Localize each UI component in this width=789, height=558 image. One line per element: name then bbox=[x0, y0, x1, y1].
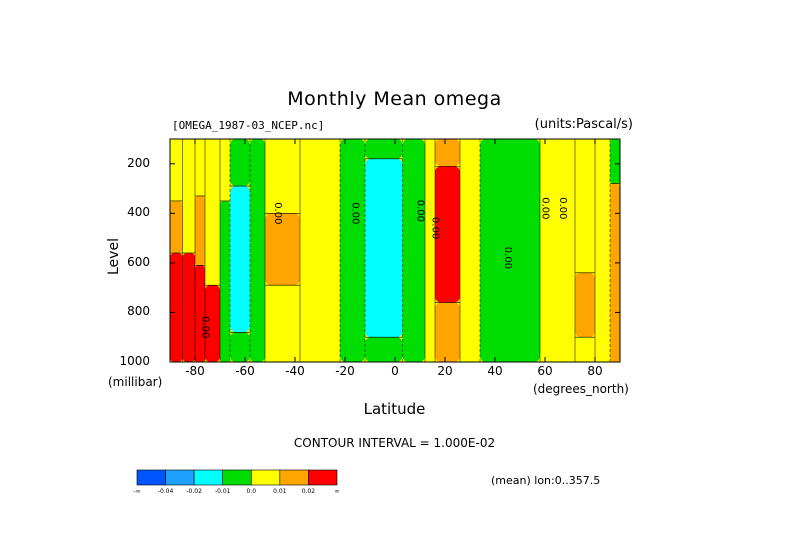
field-cell-10-1 bbox=[365, 158, 403, 338]
field-cell-18-0 bbox=[595, 139, 610, 362]
colorbar-swatch bbox=[165, 469, 195, 486]
colorbar-label: 0.0 bbox=[246, 488, 257, 495]
field-cell-19-1 bbox=[610, 183, 620, 362]
colorbar-swatch bbox=[279, 469, 309, 486]
y-tick-label: 400 bbox=[127, 205, 150, 220]
x-tick-label: -60 bbox=[235, 364, 255, 378]
field-cell-5-2 bbox=[230, 332, 250, 362]
contour-label: 0.00 bbox=[350, 202, 361, 224]
field-cell-13-0 bbox=[435, 139, 460, 167]
contour-label: 0.00 bbox=[540, 197, 551, 219]
x-axis-label: Latitude bbox=[363, 400, 426, 418]
colorbar-label: 0.02 bbox=[301, 488, 316, 495]
field-cell-7-1 bbox=[265, 213, 300, 286]
x-tick-label: -80 bbox=[185, 364, 205, 378]
x-axis-unit: (degrees_north) bbox=[533, 382, 629, 396]
colorbar-swatch bbox=[250, 469, 281, 486]
contour-label: 0.00 bbox=[415, 200, 426, 222]
chart-title: Monthly Mean omega bbox=[287, 88, 502, 110]
colorbar-label: -0.04 bbox=[157, 488, 174, 495]
field-cell-1-0 bbox=[182, 139, 195, 253]
colorbar-label: ∞ bbox=[334, 488, 340, 495]
colorbar-swatch bbox=[308, 469, 338, 486]
field-cell-7-2 bbox=[265, 285, 300, 362]
field-cell-10-2 bbox=[365, 337, 403, 362]
contour-label: 0.00 bbox=[430, 217, 441, 239]
field-cell-17-1 bbox=[575, 272, 595, 338]
field-cell-5-1 bbox=[230, 186, 250, 333]
contour-label: 0.00 bbox=[557, 197, 568, 219]
field-cell-9-0 bbox=[340, 139, 365, 362]
x-tick-label: 40 bbox=[487, 364, 503, 378]
field-cell-10-0 bbox=[365, 139, 403, 159]
contour-interval-label: CONTOUR INTERVAL = 1.000E-02 bbox=[293, 436, 496, 450]
field-cell-8-0 bbox=[300, 139, 340, 362]
field-cell-0-1 bbox=[170, 200, 183, 253]
field-cell-15-0 bbox=[480, 139, 540, 362]
field-cell-14-0 bbox=[460, 139, 480, 362]
colorbar-label: 0.01 bbox=[273, 488, 287, 495]
field-cell-0-2 bbox=[170, 252, 183, 362]
colorbar-label: -0.02 bbox=[186, 488, 202, 495]
contour-label: 0.00 bbox=[272, 202, 283, 224]
field-cell-17-2 bbox=[575, 337, 595, 362]
colorbar-label: -0.01 bbox=[214, 488, 231, 495]
field-cell-2-1 bbox=[195, 195, 205, 266]
mean-longitude-label: (mean) lon:0..357.5 bbox=[491, 474, 601, 487]
field-cell-12-0 bbox=[425, 139, 435, 362]
field-cell-4-1 bbox=[220, 200, 230, 362]
file-label: [OMEGA_1987-03_NCEP.nc] bbox=[172, 119, 325, 132]
y-tick-label: 800 bbox=[127, 304, 150, 319]
units-label: (units:Pascal/s) bbox=[534, 117, 633, 132]
field-cell-3-1 bbox=[205, 285, 220, 362]
field-cell-11-0 bbox=[402, 139, 425, 362]
field-cell-13-1 bbox=[435, 166, 460, 303]
colorbar-swatch bbox=[193, 469, 224, 486]
field-cell-3-0 bbox=[205, 139, 220, 286]
y-tick-label: 200 bbox=[127, 155, 150, 170]
colorbar-swatch bbox=[222, 469, 252, 486]
field-cell-2-0 bbox=[195, 139, 205, 196]
field-cell-16-0 bbox=[540, 139, 575, 362]
x-tick-label: 20 bbox=[437, 364, 453, 378]
x-tick-label: 60 bbox=[537, 364, 553, 378]
field-cell-1-1 bbox=[182, 252, 195, 362]
field-cell-2-2 bbox=[195, 265, 205, 362]
field-cell-5-0 bbox=[230, 139, 250, 187]
x-tick-label: -20 bbox=[335, 364, 355, 378]
y-tick-label: 600 bbox=[127, 254, 150, 269]
x-tick-label: -40 bbox=[285, 364, 305, 378]
colorbar-swatch bbox=[136, 469, 166, 486]
contour-label: 0.00 bbox=[200, 316, 211, 338]
y-tick-label: 1000 bbox=[119, 354, 150, 368]
field-cell-17-0 bbox=[575, 139, 595, 273]
colorbar-label: -∞ bbox=[133, 488, 141, 495]
field-cell-0-0 bbox=[170, 139, 183, 201]
x-tick-label: 80 bbox=[587, 364, 603, 378]
contour-label: 0.00 bbox=[502, 247, 513, 269]
x-tick-label: 0 bbox=[391, 364, 399, 378]
y-axis-unit: (millibar) bbox=[108, 375, 163, 389]
field-cell-19-0 bbox=[610, 139, 620, 184]
field-cell-7-0 bbox=[265, 139, 300, 214]
field-cell-4-0 bbox=[220, 139, 230, 201]
field-cell-13-2 bbox=[435, 302, 460, 362]
field-cell-6-0 bbox=[250, 139, 265, 362]
